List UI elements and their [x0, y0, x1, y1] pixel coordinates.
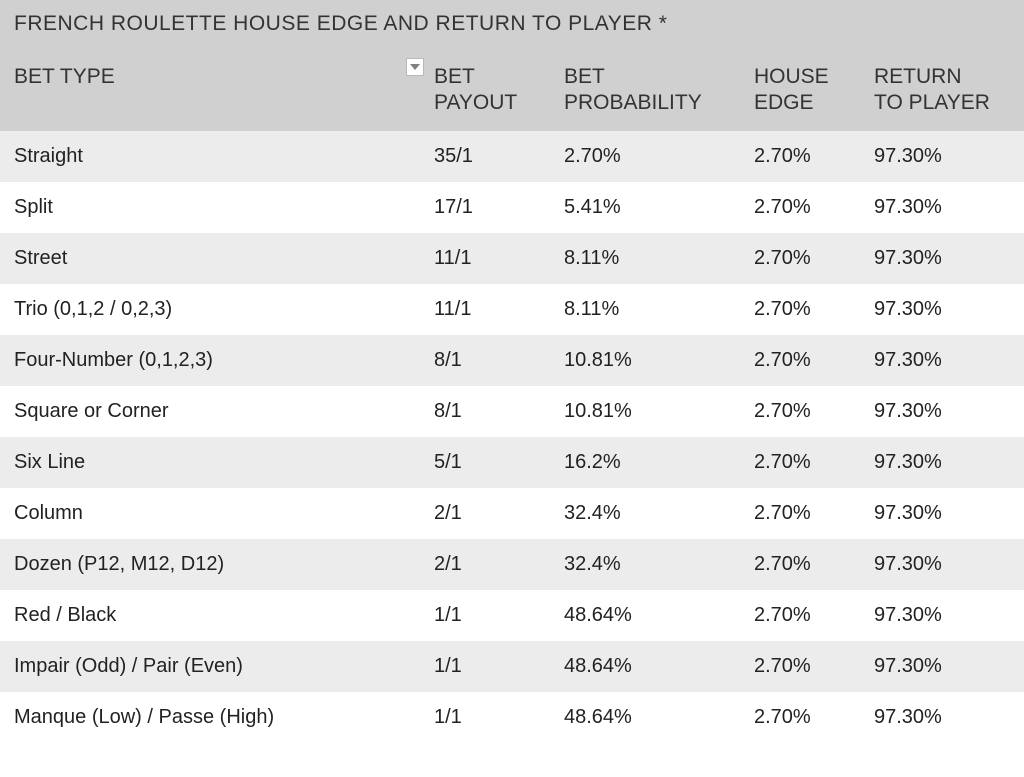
cell-house-edge: 2.70%	[754, 298, 874, 321]
cell-return-to-player: 97.30%	[874, 349, 1010, 372]
header-bet-payout: BET PAYOUT	[434, 64, 564, 117]
cell-bet-payout: 2/1	[434, 502, 564, 525]
header-rtp-l1: RETURN	[874, 65, 962, 88]
table-row: Dozen (P12, M12, D12)2/132.4%2.70%97.30%	[0, 539, 1024, 590]
dropdown-icon[interactable]	[406, 58, 424, 76]
header-edge-l1: HOUSE	[754, 65, 829, 88]
cell-return-to-player: 97.30%	[874, 706, 1010, 729]
cell-bet-type: Six Line	[14, 451, 434, 474]
cell-bet-type: Manque (Low) / Passe (High)	[14, 706, 434, 729]
table-row: Straight35/12.70%2.70%97.30%	[0, 131, 1024, 182]
cell-house-edge: 2.70%	[754, 196, 874, 219]
header-prob-l2: PROBABILITY	[564, 91, 702, 114]
cell-bet-probability: 32.4%	[564, 553, 754, 576]
cell-bet-type: Four-Number (0,1,2,3)	[14, 349, 434, 372]
cell-house-edge: 2.70%	[754, 604, 874, 627]
header-bet-type-label: BET TYPE	[14, 65, 115, 88]
cell-bet-type: Column	[14, 502, 434, 525]
table-row: Trio (0,1,2 / 0,2,3)11/18.11%2.70%97.30%	[0, 284, 1024, 335]
cell-return-to-player: 97.30%	[874, 553, 1010, 576]
cell-bet-probability: 48.64%	[564, 604, 754, 627]
table-row: Four-Number (0,1,2,3)8/110.81%2.70%97.30…	[0, 335, 1024, 386]
table-row: Red / Black1/148.64%2.70%97.30%	[0, 590, 1024, 641]
header-rtp-l2: TO PLAYER	[874, 91, 990, 114]
cell-house-edge: 2.70%	[754, 247, 874, 270]
header-house-edge: HOUSE EDGE	[754, 64, 874, 117]
cell-house-edge: 2.70%	[754, 145, 874, 168]
cell-house-edge: 2.70%	[754, 706, 874, 729]
header-return-to-player: RETURN TO PLAYER	[874, 64, 1010, 117]
table-row: Column2/132.4%2.70%97.30%	[0, 488, 1024, 539]
cell-return-to-player: 97.30%	[874, 145, 1010, 168]
cell-house-edge: 2.70%	[754, 502, 874, 525]
header-payout-l2: PAYOUT	[434, 91, 517, 114]
cell-house-edge: 2.70%	[754, 451, 874, 474]
header-bet-probability: BET PROBABILITY	[564, 64, 754, 117]
cell-bet-probability: 32.4%	[564, 502, 754, 525]
cell-house-edge: 2.70%	[754, 400, 874, 423]
table-row: Street11/18.11%2.70%97.30%	[0, 233, 1024, 284]
table-header-row: BET TYPE BET PAYOUT BET PROBABILITY HOUS…	[0, 44, 1024, 131]
cell-bet-probability: 8.11%	[564, 247, 754, 270]
cell-bet-type: Split	[14, 196, 434, 219]
cell-return-to-player: 97.30%	[874, 247, 1010, 270]
cell-bet-type: Square or Corner	[14, 400, 434, 423]
header-prob-l1: BET	[564, 65, 605, 88]
cell-bet-type: Impair (Odd) / Pair (Even)	[14, 655, 434, 678]
cell-bet-payout: 2/1	[434, 553, 564, 576]
table-row: Six Line5/116.2%2.70%97.30%	[0, 437, 1024, 488]
cell-bet-payout: 8/1	[434, 349, 564, 372]
table-row: Split17/15.41%2.70%97.30%	[0, 182, 1024, 233]
cell-return-to-player: 97.30%	[874, 655, 1010, 678]
cell-bet-type: Trio (0,1,2 / 0,2,3)	[14, 298, 434, 321]
cell-return-to-player: 97.30%	[874, 298, 1010, 321]
cell-return-to-player: 97.30%	[874, 451, 1010, 474]
table-body: Straight35/12.70%2.70%97.30%Split17/15.4…	[0, 131, 1024, 743]
cell-house-edge: 2.70%	[754, 655, 874, 678]
cell-bet-type: Street	[14, 247, 434, 270]
cell-return-to-player: 97.30%	[874, 502, 1010, 525]
cell-bet-probability: 48.64%	[564, 706, 754, 729]
cell-bet-probability: 10.81%	[564, 349, 754, 372]
cell-return-to-player: 97.30%	[874, 604, 1010, 627]
header-payout-l1: BET	[434, 65, 475, 88]
cell-bet-payout: 11/1	[434, 247, 564, 270]
cell-return-to-player: 97.30%	[874, 196, 1010, 219]
cell-return-to-player: 97.30%	[874, 400, 1010, 423]
cell-bet-type: Red / Black	[14, 604, 434, 627]
cell-house-edge: 2.70%	[754, 553, 874, 576]
header-bet-type: BET TYPE	[14, 64, 434, 90]
cell-bet-probability: 16.2%	[564, 451, 754, 474]
cell-bet-type: Dozen (P12, M12, D12)	[14, 553, 434, 576]
table-title: FRENCH ROULETTE HOUSE EDGE AND RETURN TO…	[0, 0, 1024, 44]
cell-bet-payout: 5/1	[434, 451, 564, 474]
cell-bet-probability: 10.81%	[564, 400, 754, 423]
table-row: Square or Corner8/110.81%2.70%97.30%	[0, 386, 1024, 437]
roulette-table: FRENCH ROULETTE HOUSE EDGE AND RETURN TO…	[0, 0, 1024, 743]
cell-bet-probability: 2.70%	[564, 145, 754, 168]
cell-bet-payout: 35/1	[434, 145, 564, 168]
cell-house-edge: 2.70%	[754, 349, 874, 372]
cell-bet-payout: 1/1	[434, 604, 564, 627]
table-row: Impair (Odd) / Pair (Even)1/148.64%2.70%…	[0, 641, 1024, 692]
cell-bet-payout: 8/1	[434, 400, 564, 423]
cell-bet-payout: 1/1	[434, 655, 564, 678]
cell-bet-probability: 8.11%	[564, 298, 754, 321]
cell-bet-probability: 5.41%	[564, 196, 754, 219]
cell-bet-payout: 11/1	[434, 298, 564, 321]
cell-bet-payout: 1/1	[434, 706, 564, 729]
cell-bet-payout: 17/1	[434, 196, 564, 219]
cell-bet-type: Straight	[14, 145, 434, 168]
header-edge-l2: EDGE	[754, 91, 814, 114]
cell-bet-probability: 48.64%	[564, 655, 754, 678]
table-row: Manque (Low) / Passe (High)1/148.64%2.70…	[0, 692, 1024, 743]
